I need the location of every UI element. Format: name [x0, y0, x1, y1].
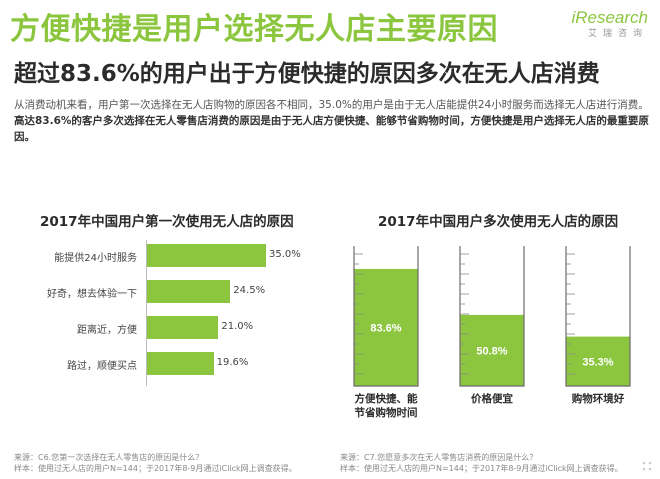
right-chart-title: 2017年中国用户多次使用无人店的原因: [378, 214, 619, 230]
beaker-outline: [459, 246, 525, 387]
left-bar-value-label: 19.6%: [216, 357, 249, 368]
dots-icon: [642, 461, 652, 471]
beaker-category-line: 节省购物时间: [354, 407, 418, 419]
left-bar: [147, 316, 219, 339]
beaker-value-label: 35.3%: [582, 356, 613, 368]
beaker-category-label: 价格便宜: [446, 392, 538, 406]
page-subtitle: 超过83.6%的用户出于方便快捷的原因多次在无人店消费: [14, 61, 600, 87]
iresearch-logo: iResearch 艾瑞咨询: [571, 8, 648, 39]
description-normal: 从消费动机来看，用户第一次选择在无人店购物的原因各不相同，35.0%的用户是由于…: [14, 99, 649, 111]
left-bar-category-label: 能提供24小时服务: [54, 253, 137, 264]
beaker-value-label: 83.6%: [370, 322, 401, 334]
left-source: 来源：C6.您第一次选择在无人零售店的原因是什么？ 样本：使用过无人店的用户N=…: [14, 452, 297, 474]
left-sample-line: 样本：使用过无人店的用户N=144；于2017年8-9月通过iClick网上调查…: [14, 464, 297, 473]
left-bar-category-label: 距离近，方便: [77, 325, 137, 336]
beaker-category-line: 购物环境好: [571, 393, 625, 405]
right-source-line: 来源：C7.您愿意多次在无人零售店消费的原因是什么？: [340, 453, 538, 462]
beaker-category-line: 价格便宜: [471, 393, 513, 405]
beaker-fill: [566, 336, 630, 386]
logo-word: iResearch: [571, 8, 648, 27]
left-chart-title: 2017年中国用户第一次使用无人店的原因: [40, 214, 294, 230]
left-source-line: 来源：C6.您第一次选择在无人零售店的原因是什么？: [14, 453, 204, 462]
left-bar-category-label: 路过，顺便买点: [67, 361, 137, 372]
description: 从消费动机来看，用户第一次选择在无人店购物的原因各不相同，35.0%的用户是由于…: [14, 97, 650, 145]
beaker-fill: [460, 314, 524, 386]
beaker-outline: [565, 246, 631, 387]
right-sample-line: 样本：使用过无人店的用户N=144；于2017年8-9月通过iClick网上调查…: [340, 464, 623, 473]
right-beaker-chart: 83.6% 50.8% 35.3%: [353, 246, 631, 387]
beaker-category-label: 购物环境好: [552, 392, 644, 406]
beaker-outline: [353, 246, 419, 387]
left-chart-axis: [146, 240, 147, 386]
left-bar: [147, 280, 231, 303]
right-source: 来源：C7.您愿意多次在无人零售店消费的原因是什么？ 样本：使用过无人店的用户N…: [340, 452, 623, 474]
left-bar: [147, 244, 266, 267]
page-title: 方便快捷是用户选择无人店主要原因: [10, 12, 498, 47]
left-bar: [147, 352, 214, 375]
logo-sub: 艾瑞咨询: [587, 29, 648, 39]
beaker-category-label: 方便快捷、能 节省购物时间: [340, 392, 432, 420]
left-bar-value-label: 35.0%: [269, 249, 301, 260]
beaker-fill: [354, 268, 418, 386]
left-bar-value-label: 21.0%: [221, 321, 254, 332]
left-bar-value-label: 24.5%: [233, 285, 266, 296]
beaker-category-line: 方便快捷、能: [354, 393, 418, 405]
description-bold: 高达83.6%的客户多次选择在无人零售店消费的原因是由于无人店方便快捷、能够节省…: [14, 115, 649, 143]
beaker-value-label: 50.8%: [476, 345, 507, 357]
left-bar-category-label: 好奇，想去体验一下: [47, 289, 137, 300]
